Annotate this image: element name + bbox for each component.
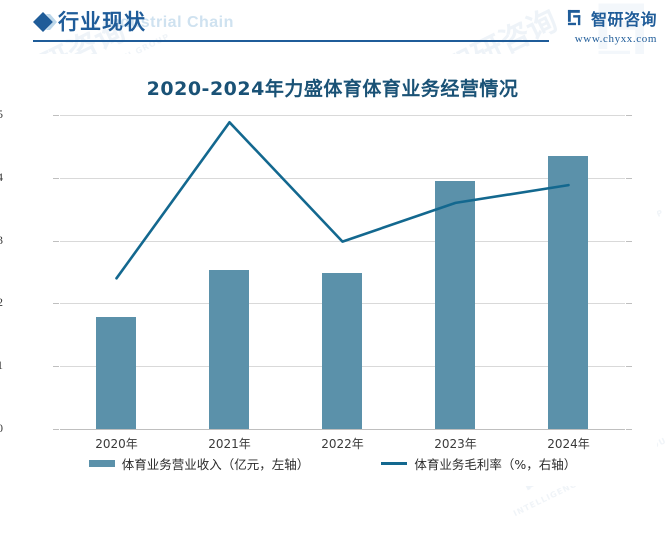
tick-right xyxy=(626,429,632,430)
bar-2023[interactable] xyxy=(435,180,475,429)
page-header: Industrial Chain 行业现状 智研咨询 www.chyxx.com xyxy=(0,0,665,46)
brand-url: www.chyxx.com xyxy=(574,33,657,45)
brand-name: 智研咨询 xyxy=(590,10,657,29)
gridline xyxy=(60,177,625,179)
tick-right xyxy=(626,240,632,242)
y-axis-left-tick-label: 4 xyxy=(0,169,3,184)
tick-left xyxy=(53,115,59,116)
tick-left xyxy=(53,303,59,305)
x-axis-tick-label: 2022年 xyxy=(321,437,364,451)
tick-left xyxy=(53,240,59,242)
y-axis-left-tick-label: 3 xyxy=(0,232,3,247)
legend-label: 体育业务营业收入（亿元，左轴） xyxy=(121,457,310,472)
chart-plot-area: 5 4 3 2 1 0 30 24 18 12 6 0 2020年 xyxy=(0,107,632,451)
bar-2022[interactable] xyxy=(322,272,362,429)
gridline xyxy=(60,115,625,116)
x-axis-tick-label: 2020年 xyxy=(95,437,138,451)
tick-left xyxy=(53,366,59,368)
bar-2024[interactable] xyxy=(548,155,588,429)
legend-item-revenue[interactable]: 体育业务营业收入（亿元，左轴） xyxy=(88,454,310,473)
x-axis-tick-label: 2023年 xyxy=(434,437,477,451)
tick-right xyxy=(626,177,632,179)
bar-2021[interactable] xyxy=(209,270,249,429)
legend-label: 体育业务毛利率（%，右轴） xyxy=(414,457,577,472)
y-axis-left-tick-label: 2 xyxy=(0,295,3,310)
y-axis-left-tick-label: 5 xyxy=(0,107,3,121)
legend-item-gross-margin[interactable]: 体育业务毛利率（%，右轴） xyxy=(381,454,576,473)
x-axis-tick-label: 2024年 xyxy=(547,437,590,451)
header-divider xyxy=(33,40,549,42)
brand-mark-icon xyxy=(567,9,581,25)
bar-2020[interactable] xyxy=(96,317,136,429)
tick-right xyxy=(626,366,632,368)
y-axis-left-tick-label: 0 xyxy=(0,421,3,435)
tick-right xyxy=(626,303,632,305)
tick-left xyxy=(53,177,59,179)
page-title: 行业现状 xyxy=(58,10,146,34)
legend-swatch-bar-icon xyxy=(88,460,115,467)
header-subtitle: Industrial Chain xyxy=(105,14,234,31)
chart-card: 2020-2024年力盛体育体育业务经营情况 5 xyxy=(0,54,657,486)
line-series-gross-margin xyxy=(115,121,570,280)
y-axis-left-tick-label: 1 xyxy=(0,358,3,373)
x-axis-tick-label: 2021年 xyxy=(208,437,251,451)
chart-title: 2020-2024年力盛体育体育业务经营情况 xyxy=(146,78,519,100)
chart-legend: 体育业务营业收入（亿元，左轴） 体育业务毛利率（%，右轴） xyxy=(8,454,657,473)
tick-left xyxy=(53,429,59,430)
tick-right xyxy=(626,115,632,116)
brand-logo: 智研咨询 www.chyxx.com xyxy=(567,6,657,45)
legend-swatch-line-icon xyxy=(381,462,408,465)
axis-baseline xyxy=(60,429,625,430)
